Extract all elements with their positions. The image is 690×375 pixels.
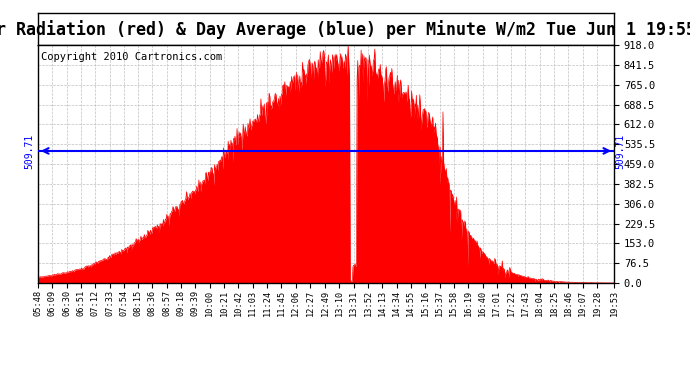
Text: Solar Radiation (red) & Day Average (blue) per Minute W/m2 Tue Jun 1 19:55: Solar Radiation (red) & Day Average (blu…: [0, 20, 690, 39]
Text: 509.71: 509.71: [25, 133, 34, 168]
Text: Copyright 2010 Cartronics.com: Copyright 2010 Cartronics.com: [41, 52, 222, 62]
Text: 509.71: 509.71: [615, 133, 625, 168]
